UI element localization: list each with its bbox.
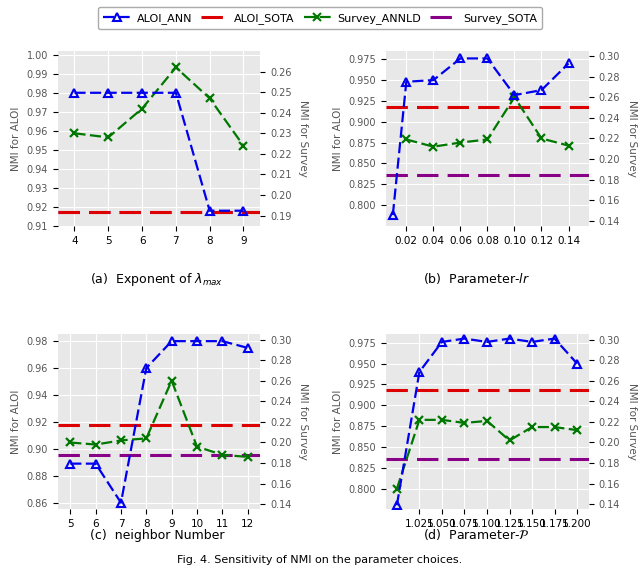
Y-axis label: NMI for Survey: NMI for Survey [627, 100, 637, 177]
Y-axis label: NMI for ALOI: NMI for ALOI [11, 390, 21, 454]
Text: (c)  neighbor Number: (c) neighbor Number [90, 529, 224, 542]
Y-axis label: NMI for ALOI: NMI for ALOI [11, 106, 21, 170]
Text: (b)  Parameter-$lr$: (b) Parameter-$lr$ [423, 271, 531, 286]
Text: (d)  Parameter-$\mathcal{P}$: (d) Parameter-$\mathcal{P}$ [424, 527, 530, 542]
Y-axis label: NMI for Survey: NMI for Survey [298, 100, 308, 177]
Y-axis label: NMI for ALOI: NMI for ALOI [333, 106, 343, 170]
Legend: ALOI_ANN, ALOI_SOTA, Survey_ANNLD, Survey_SOTA: ALOI_ANN, ALOI_SOTA, Survey_ANNLD, Surve… [97, 7, 543, 29]
Y-axis label: NMI for ALOI: NMI for ALOI [333, 390, 343, 454]
Text: Fig. 4. Sensitivity of NMI on the parameter choices.: Fig. 4. Sensitivity of NMI on the parame… [177, 555, 463, 565]
Text: (a)  Exponent of $\lambda_{max}$: (a) Exponent of $\lambda_{max}$ [90, 271, 223, 288]
Y-axis label: NMI for Survey: NMI for Survey [627, 384, 637, 460]
Y-axis label: NMI for Survey: NMI for Survey [298, 384, 308, 460]
